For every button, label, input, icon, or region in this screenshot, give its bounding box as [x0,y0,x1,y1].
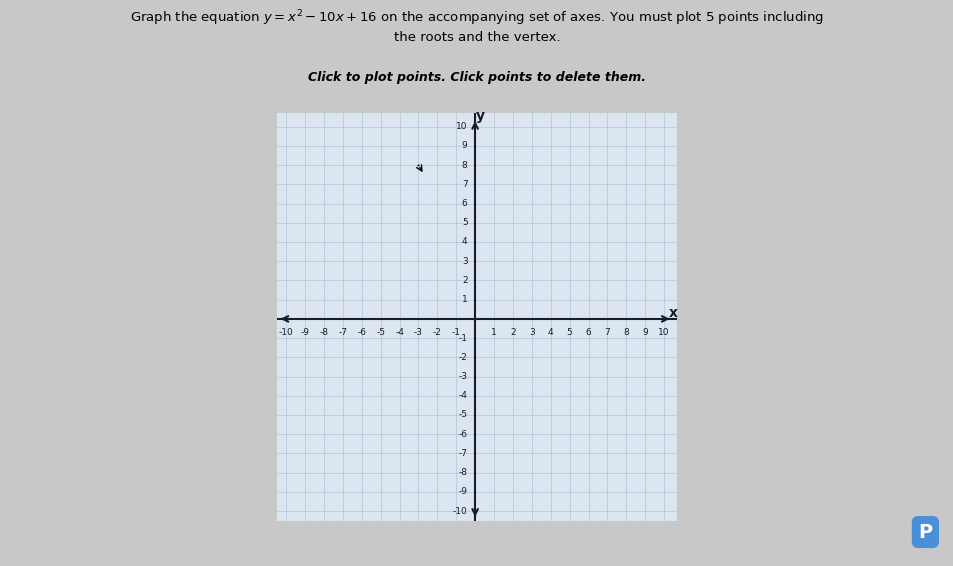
Text: -2: -2 [433,328,441,337]
Text: -3: -3 [414,328,422,337]
Text: 7: 7 [461,180,467,189]
Text: Graph the equation $y = x^2 - 10x + 16$ on the accompanying set of axes. You mus: Graph the equation $y = x^2 - 10x + 16$ … [130,8,823,28]
Text: 3: 3 [461,257,467,265]
Text: -6: -6 [356,328,366,337]
Text: 6: 6 [585,328,591,337]
Text: P: P [918,522,931,542]
Text: 2: 2 [510,328,516,337]
Text: x: x [668,306,678,320]
Text: Click to plot points. Click points to delete them.: Click to plot points. Click points to de… [308,71,645,84]
Text: 10: 10 [658,328,669,337]
Text: -8: -8 [319,328,328,337]
Text: -8: -8 [458,468,467,477]
Text: 3: 3 [528,328,534,337]
Text: -10: -10 [278,328,294,337]
Text: 1: 1 [461,295,467,304]
Text: 9: 9 [641,328,647,337]
Text: -1: -1 [458,333,467,342]
Text: 5: 5 [461,218,467,228]
Text: 1: 1 [491,328,497,337]
Text: y: y [476,109,485,123]
Text: -4: -4 [458,391,467,400]
Text: the roots and the vertex.: the roots and the vertex. [394,31,559,44]
Text: -5: -5 [375,328,385,337]
Text: -4: -4 [395,328,403,337]
Text: 8: 8 [622,328,629,337]
Text: -9: -9 [458,487,467,496]
Text: -10: -10 [453,507,467,516]
Text: -2: -2 [458,353,467,362]
Text: 10: 10 [456,122,467,131]
Text: 4: 4 [461,238,467,246]
Text: 9: 9 [461,142,467,151]
Text: -7: -7 [458,449,467,458]
Text: -6: -6 [458,430,467,439]
Text: 2: 2 [461,276,467,285]
Text: -9: -9 [300,328,309,337]
Text: -5: -5 [458,410,467,419]
Text: -3: -3 [458,372,467,381]
Text: 8: 8 [461,161,467,170]
Text: -1: -1 [451,328,460,337]
Text: 6: 6 [461,199,467,208]
Text: 4: 4 [547,328,553,337]
Text: 7: 7 [604,328,610,337]
Text: 5: 5 [566,328,572,337]
Text: -7: -7 [338,328,347,337]
